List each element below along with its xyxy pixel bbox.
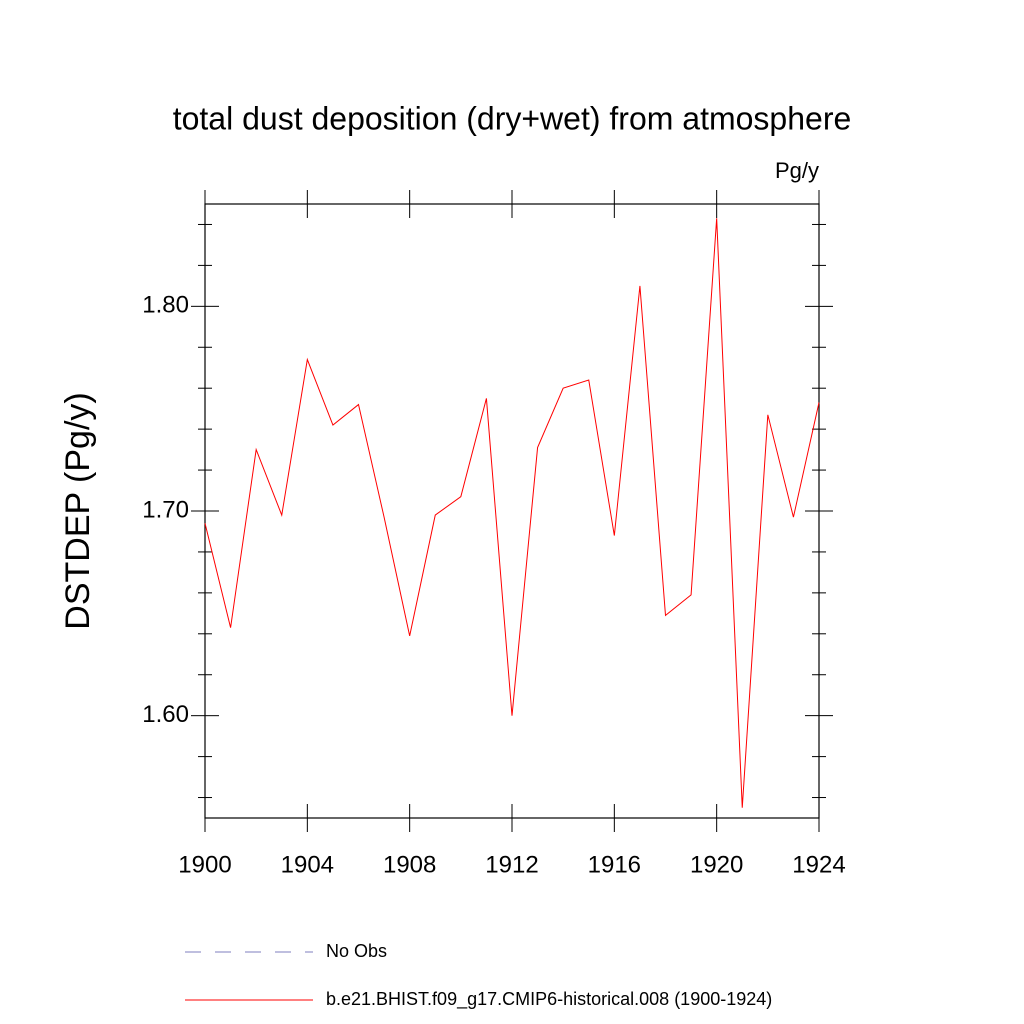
series-line: [204, 218, 820, 808]
y-tick-label: 1.70: [142, 496, 189, 523]
chart-title: total dust deposition (dry+wet) from atm…: [173, 100, 852, 136]
legend-label: No Obs: [326, 941, 387, 961]
y-tick-label: 1.80: [142, 292, 189, 319]
x-tick-label: 1900: [178, 851, 231, 878]
x-tick-label: 1924: [792, 851, 845, 878]
y-tick-label: 1.60: [142, 701, 189, 728]
x-tick-label: 1916: [588, 851, 641, 878]
plot-frame: [204, 203, 820, 819]
x-tick-label: 1904: [281, 851, 334, 878]
legend-label: b.e21.BHIST.f09_g17.CMIP6-historical.008…: [326, 989, 772, 1010]
units-label: Pg/y: [775, 158, 819, 183]
x-tick-label: 1908: [383, 851, 436, 878]
x-tick-label: 1920: [690, 851, 743, 878]
x-tick-label: 1912: [485, 851, 538, 878]
y-axis-title: DSTDEP (Pg/y): [59, 392, 97, 629]
